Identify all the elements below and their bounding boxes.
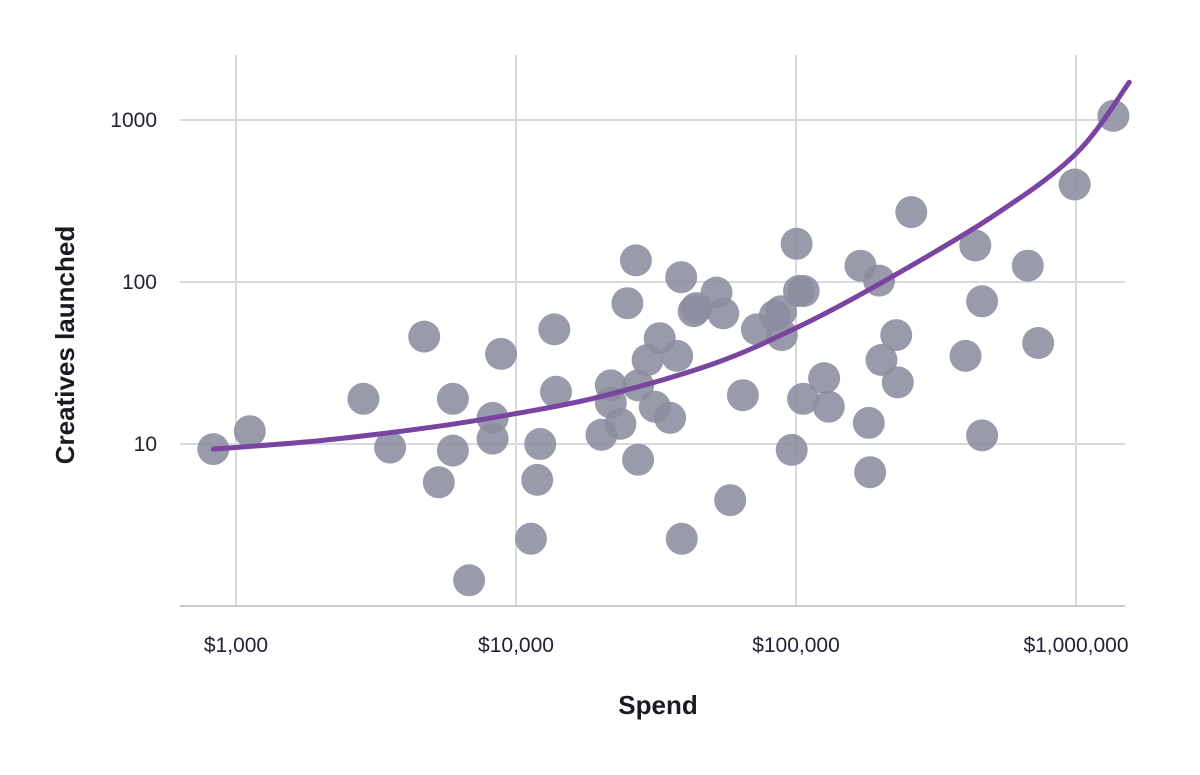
data-point-54 [880,319,913,352]
data-point-60 [966,419,999,452]
data-point-62 [1022,327,1055,359]
data-point-29 [661,339,694,372]
x-axis-title: Spend [618,690,697,720]
data-point-13 [521,463,554,496]
data-point-46 [787,275,820,307]
x-tick-label-3: $1,000,000 [1023,634,1128,657]
data-point-37 [726,379,759,412]
x-tick-label-1: $10,000 [478,634,554,657]
grid [180,55,1125,606]
data-point-7 [436,434,469,467]
data-point-36 [714,484,747,517]
x-tick-label-0: $1,000 [204,634,268,657]
data-point-30 [665,261,698,294]
data-point-64 [1097,99,1130,132]
y-tick-label-1: 100 [122,271,157,294]
data-point-42 [775,433,808,466]
data-point-53 [865,344,898,376]
data-point-10 [476,422,509,455]
data-point-50 [852,406,885,439]
data-point-55 [881,366,914,399]
y-axis-title: Creatives launched [50,226,80,464]
data-point-47 [808,362,841,395]
data-point-3 [374,431,407,464]
data-point-31 [665,522,698,555]
data-point-4 [408,320,441,353]
data-point-22 [619,244,652,277]
data-point-8 [453,564,486,597]
data-points [197,99,1130,597]
y-tick-label-0: 10 [134,433,157,456]
data-point-20 [604,407,637,440]
data-point-35 [707,297,740,330]
data-point-16 [540,375,572,408]
data-point-14 [524,428,557,460]
trend-line [210,79,1132,452]
y-tick-labels: 10 100 1000 [110,109,157,456]
data-point-61 [1011,249,1044,282]
y-tick-label-2: 1000 [110,109,157,132]
data-point-12 [514,522,547,555]
x-tick-label-2: $100,000 [752,634,840,657]
data-point-15 [538,313,571,346]
data-point-5 [422,466,455,499]
data-point-56 [895,196,928,229]
data-point-63 [1058,168,1091,201]
data-point-48 [812,390,845,423]
data-point-1 [233,415,266,448]
data-point-21 [611,287,644,320]
data-point-2 [347,382,380,415]
data-point-28 [654,401,687,434]
data-point-45 [787,382,820,415]
data-point-11 [485,337,518,370]
data-point-6 [436,382,469,415]
data-point-57 [949,339,982,372]
data-point-59 [966,285,999,318]
data-point-24 [622,443,655,476]
x-tick-labels: $1,000 $10,000 $100,000 $1,000,000 [204,634,1129,657]
data-point-43 [780,227,813,260]
data-point-58 [959,229,992,262]
data-point-51 [854,456,887,489]
